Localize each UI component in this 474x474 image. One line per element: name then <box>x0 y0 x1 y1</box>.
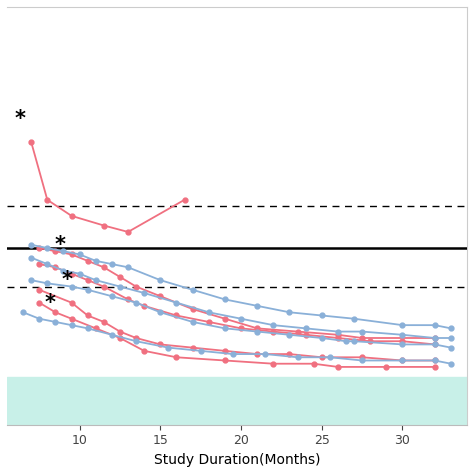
Text: *: * <box>45 292 56 313</box>
Text: *: * <box>61 270 72 290</box>
Bar <box>7 376 467 425</box>
X-axis label: Study Duration(Months): Study Duration(Months) <box>154 453 320 467</box>
Text: *: * <box>14 109 26 129</box>
Text: *: * <box>55 235 66 255</box>
